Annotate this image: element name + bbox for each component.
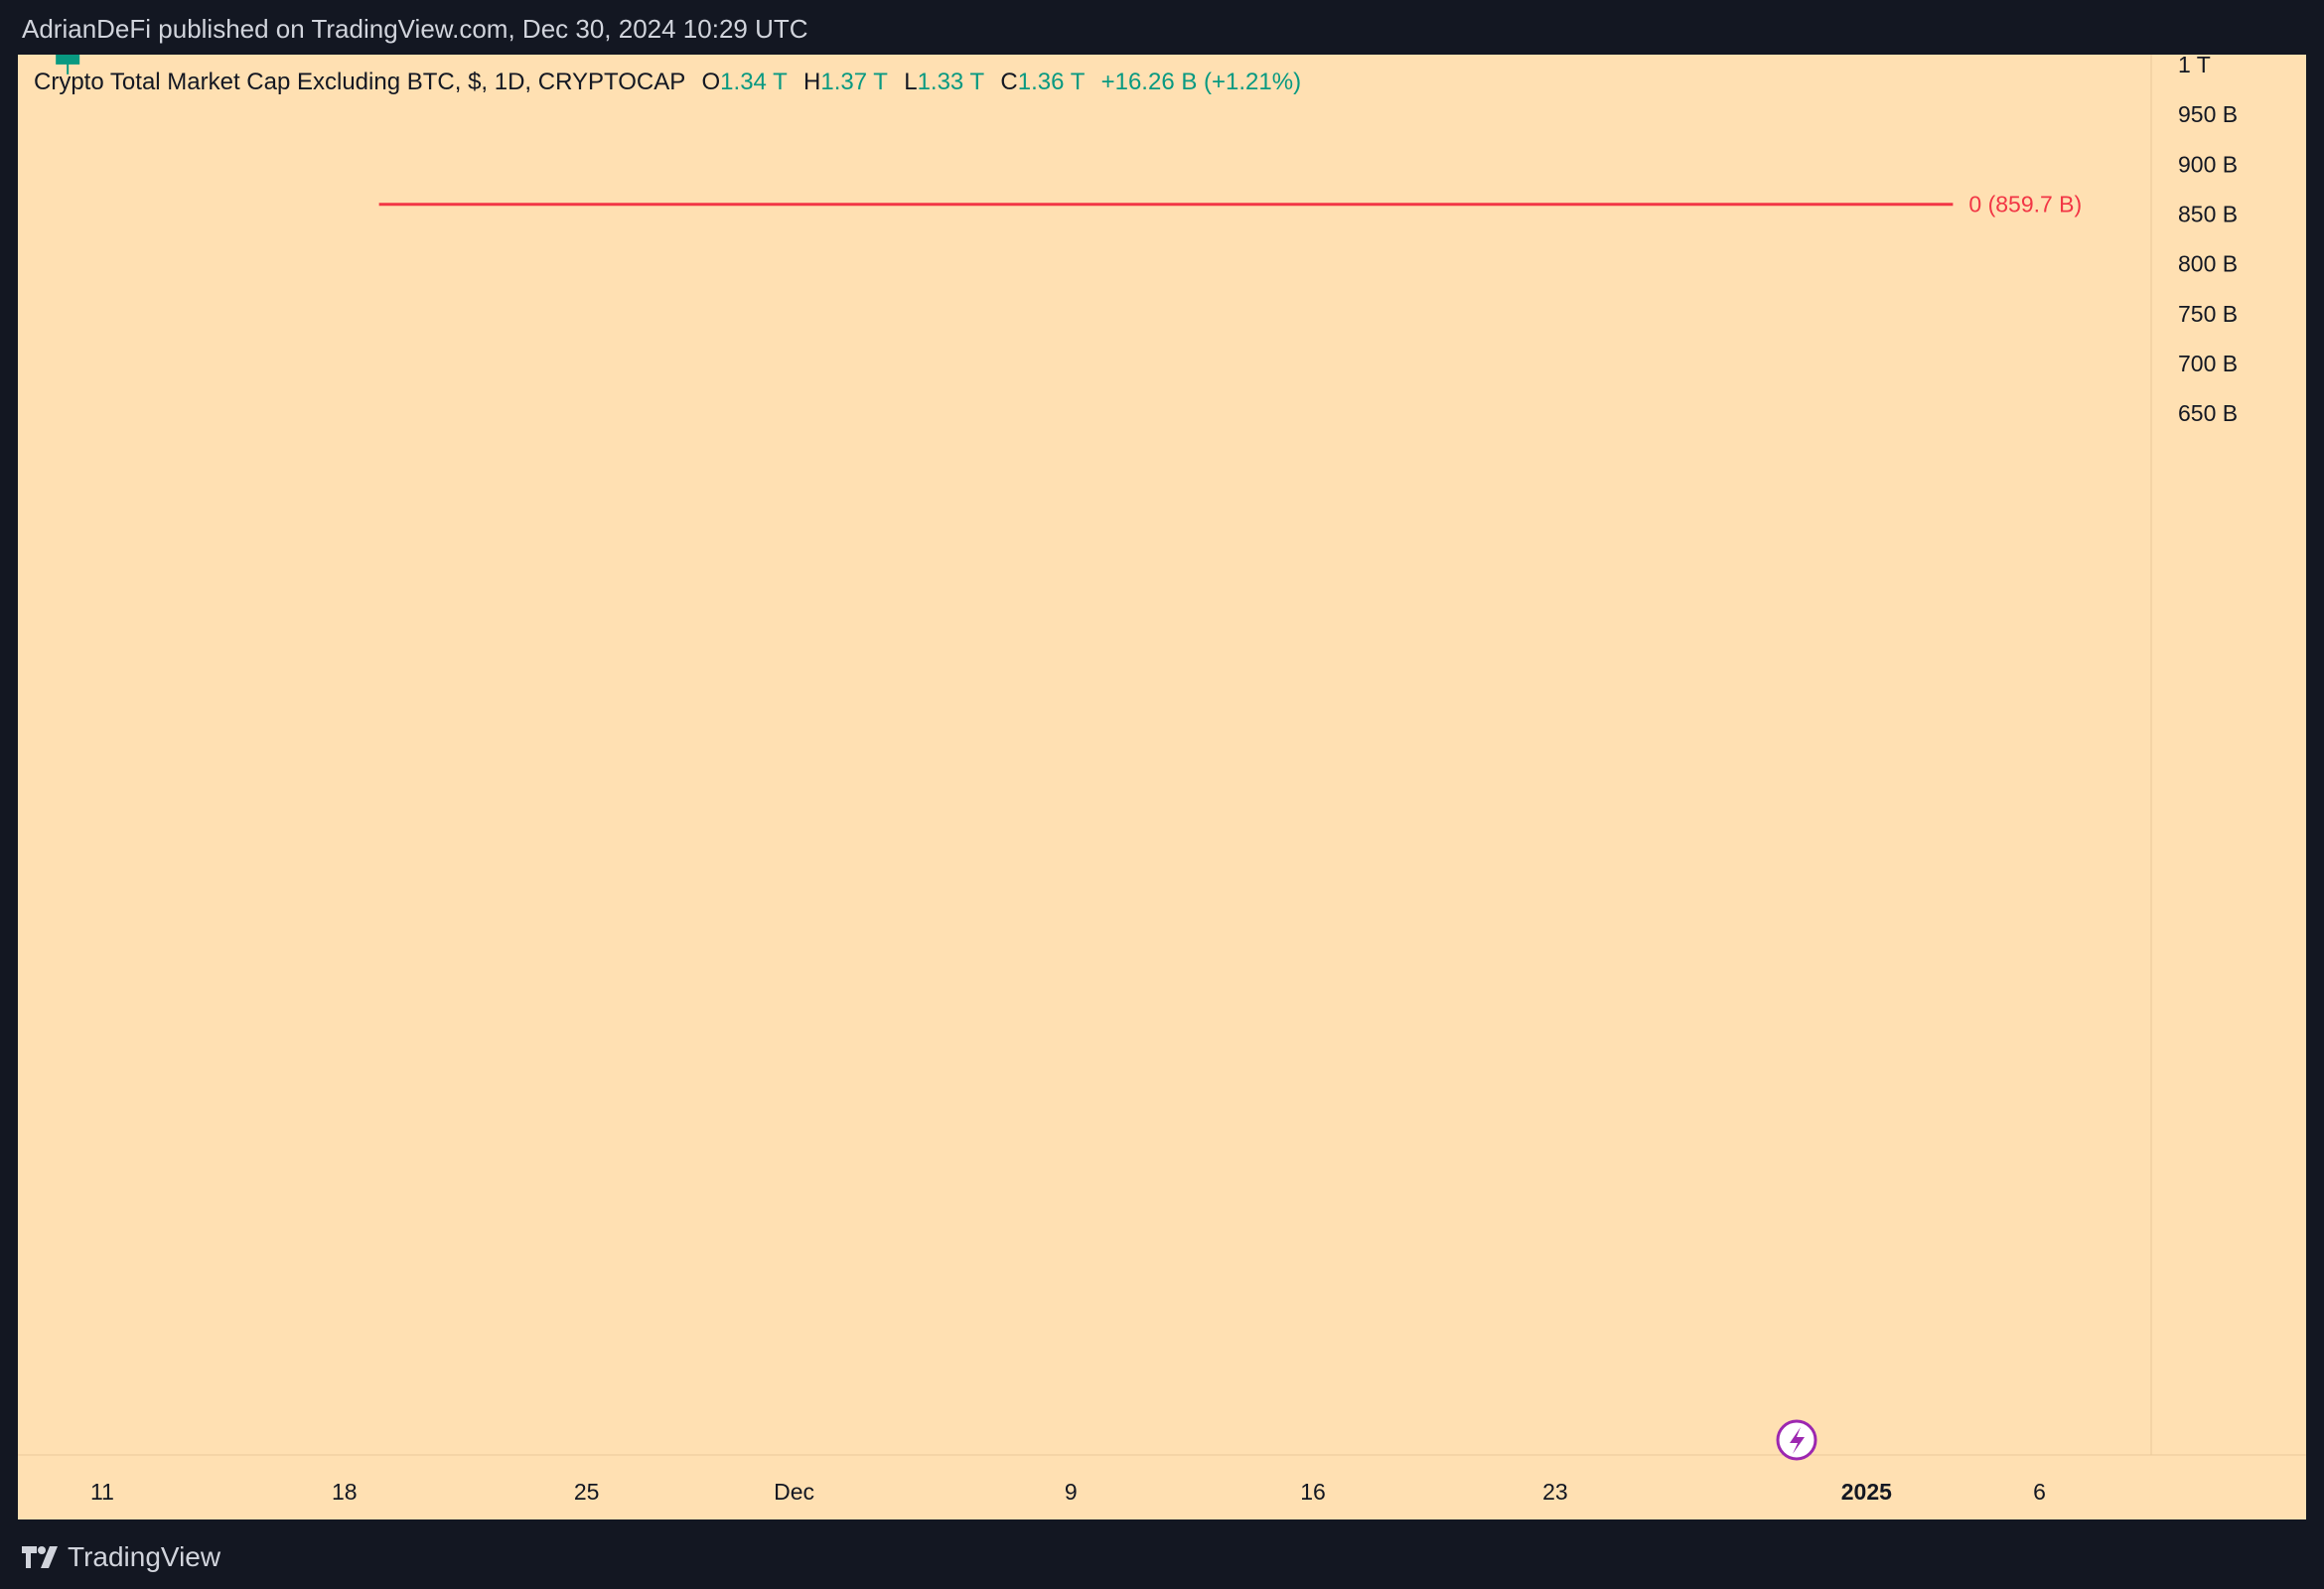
legend-close-label: C [1000,69,1018,95]
chart-canvas[interactable]: 1.75 T1.7 T1.65 T1.6 T1.55 T1.5 T1.45 T1… [18,55,2306,1519]
lightning-icon [1790,1427,1805,1454]
x-tick-label: 18 [332,1479,358,1505]
published-caption: AdrianDeFi published on TradingView.com,… [22,14,808,44]
legend-low-value: 1.33 T [917,69,984,95]
x-tick-label: Dec [774,1479,814,1505]
footer-bar: TradingView [0,1519,2324,1589]
y-tick-label: 950 B [2178,101,2238,127]
y-tick-label: 900 B [2178,151,2238,177]
fib-level-label: 0 (859.7 B) [1968,192,2082,217]
legend-open-label: O [701,69,721,95]
x-tick-label: 2025 [1841,1479,1892,1505]
y-tick-label: 800 B [2178,251,2238,277]
chart-frame[interactable]: 1.75 T1.7 T1.65 T1.6 T1.55 T1.5 T1.45 T1… [18,55,2306,1519]
legend-change: +16.26 B (+1.21%) [1100,69,1302,95]
legend-close-value: 1.36 T [1017,69,1085,95]
y-tick-label: 850 B [2178,201,2238,226]
tradingview-brand[interactable]: TradingView [22,1541,220,1573]
tradingview-logo-icon [22,1546,58,1568]
x-tick-label: 16 [1300,1479,1326,1505]
legend-open-value: 1.34 T [720,69,788,95]
tradingview-brand-label: TradingView [68,1541,221,1572]
y-tick-label: 700 B [2178,351,2238,376]
legend-title: Crypto Total Market Cap Excluding BTC, $… [34,69,685,95]
legend-high-value: 1.37 T [820,69,888,95]
x-tick-label: 25 [574,1479,600,1505]
y-tick-label: 1 T [2178,55,2211,77]
x-tick-label: 23 [1542,1479,1568,1505]
y-tick-label: 650 B [2178,400,2238,426]
legend-high-label: H [803,69,821,95]
x-tick-label: 11 [90,1479,114,1505]
y-tick-label: 750 B [2178,301,2238,327]
x-tick-label: 6 [2033,1479,2046,1505]
symbol-legend: Crypto Total Market Cap Excluding BTC, $… [34,69,1301,96]
top-bar: AdrianDeFi published on TradingView.com,… [0,0,2324,55]
legend-low-label: L [904,69,918,95]
x-tick-label: 9 [1065,1479,1078,1505]
candle-body [56,55,80,65]
